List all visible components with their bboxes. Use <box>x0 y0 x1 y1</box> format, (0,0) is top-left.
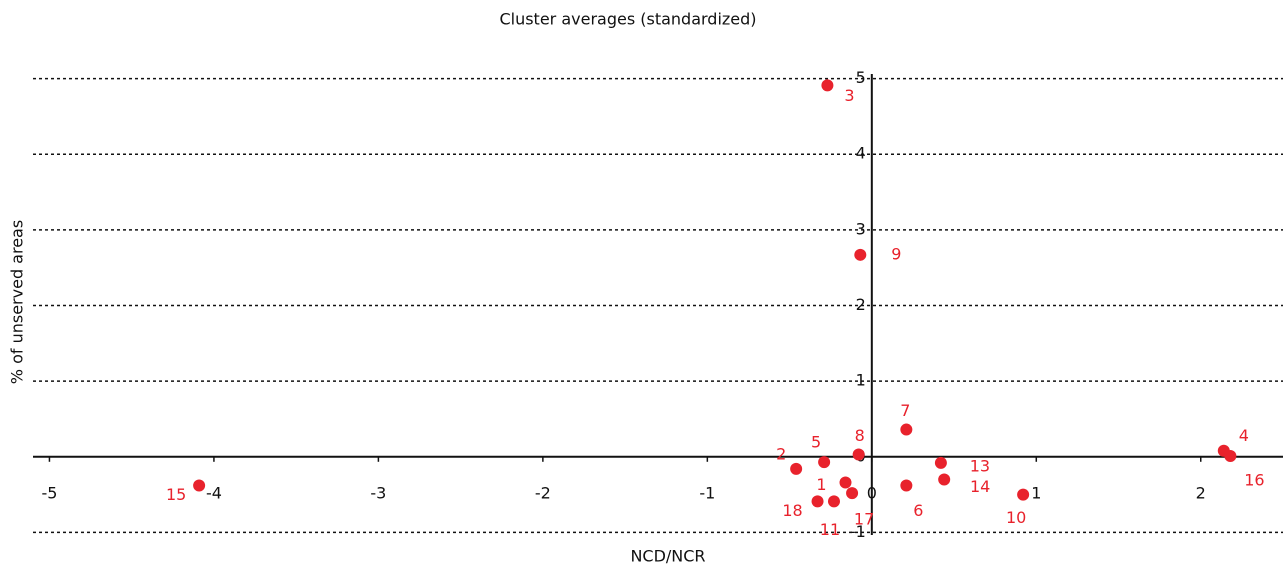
point-label: 10 <box>1006 508 1026 527</box>
point <box>900 423 913 436</box>
point-label: 2 <box>776 444 786 463</box>
chart-title: Cluster averages (standardized) <box>499 10 756 29</box>
y-tick-label: 4 <box>856 144 866 163</box>
x-tick-label: 2 <box>1196 483 1206 502</box>
point <box>934 456 947 469</box>
point-label: 13 <box>970 456 990 475</box>
y-tick-label: 1 <box>856 371 866 390</box>
point <box>1224 450 1237 463</box>
point <box>852 448 865 461</box>
point <box>846 487 859 500</box>
point-label: 16 <box>1244 471 1264 490</box>
point <box>1017 488 1030 501</box>
point-label: 11 <box>820 520 840 539</box>
x-tick-label: 1 <box>1031 483 1041 502</box>
point-label: 5 <box>811 433 821 452</box>
point-label: 15 <box>166 485 186 504</box>
y-tick-label: 2 <box>856 295 866 314</box>
point-label: 18 <box>782 501 802 520</box>
y-tick-label: -1 <box>850 522 866 541</box>
point <box>900 479 913 492</box>
x-tick-label: -5 <box>41 483 57 502</box>
point-label: 4 <box>1239 426 1249 445</box>
point <box>818 456 831 469</box>
point-label: 8 <box>855 426 865 445</box>
point-label: 1 <box>816 475 826 494</box>
x-tick-label: -3 <box>370 483 386 502</box>
point-label: 9 <box>891 244 901 263</box>
y-axis-label: % of unserved areas <box>8 220 27 384</box>
x-tick-label: -2 <box>535 483 551 502</box>
x-tick-label: 0 <box>867 483 877 502</box>
point <box>790 462 803 475</box>
point <box>827 495 840 508</box>
point <box>938 473 951 486</box>
point <box>821 79 834 92</box>
x-tick-label: -1 <box>699 483 715 502</box>
point <box>854 248 867 261</box>
point <box>839 476 852 489</box>
x-axis-label: NCD/NCR <box>630 547 705 566</box>
point-label: 14 <box>970 477 990 496</box>
point <box>811 495 824 508</box>
y-tick-label: 3 <box>856 219 866 238</box>
point-label: 7 <box>900 401 910 420</box>
y-tick-label: 5 <box>856 68 866 87</box>
point-label: 6 <box>913 501 923 520</box>
point-label: 3 <box>844 86 854 105</box>
point <box>193 479 206 492</box>
x-tick-label: -4 <box>206 483 222 502</box>
point-label: 17 <box>854 510 874 529</box>
